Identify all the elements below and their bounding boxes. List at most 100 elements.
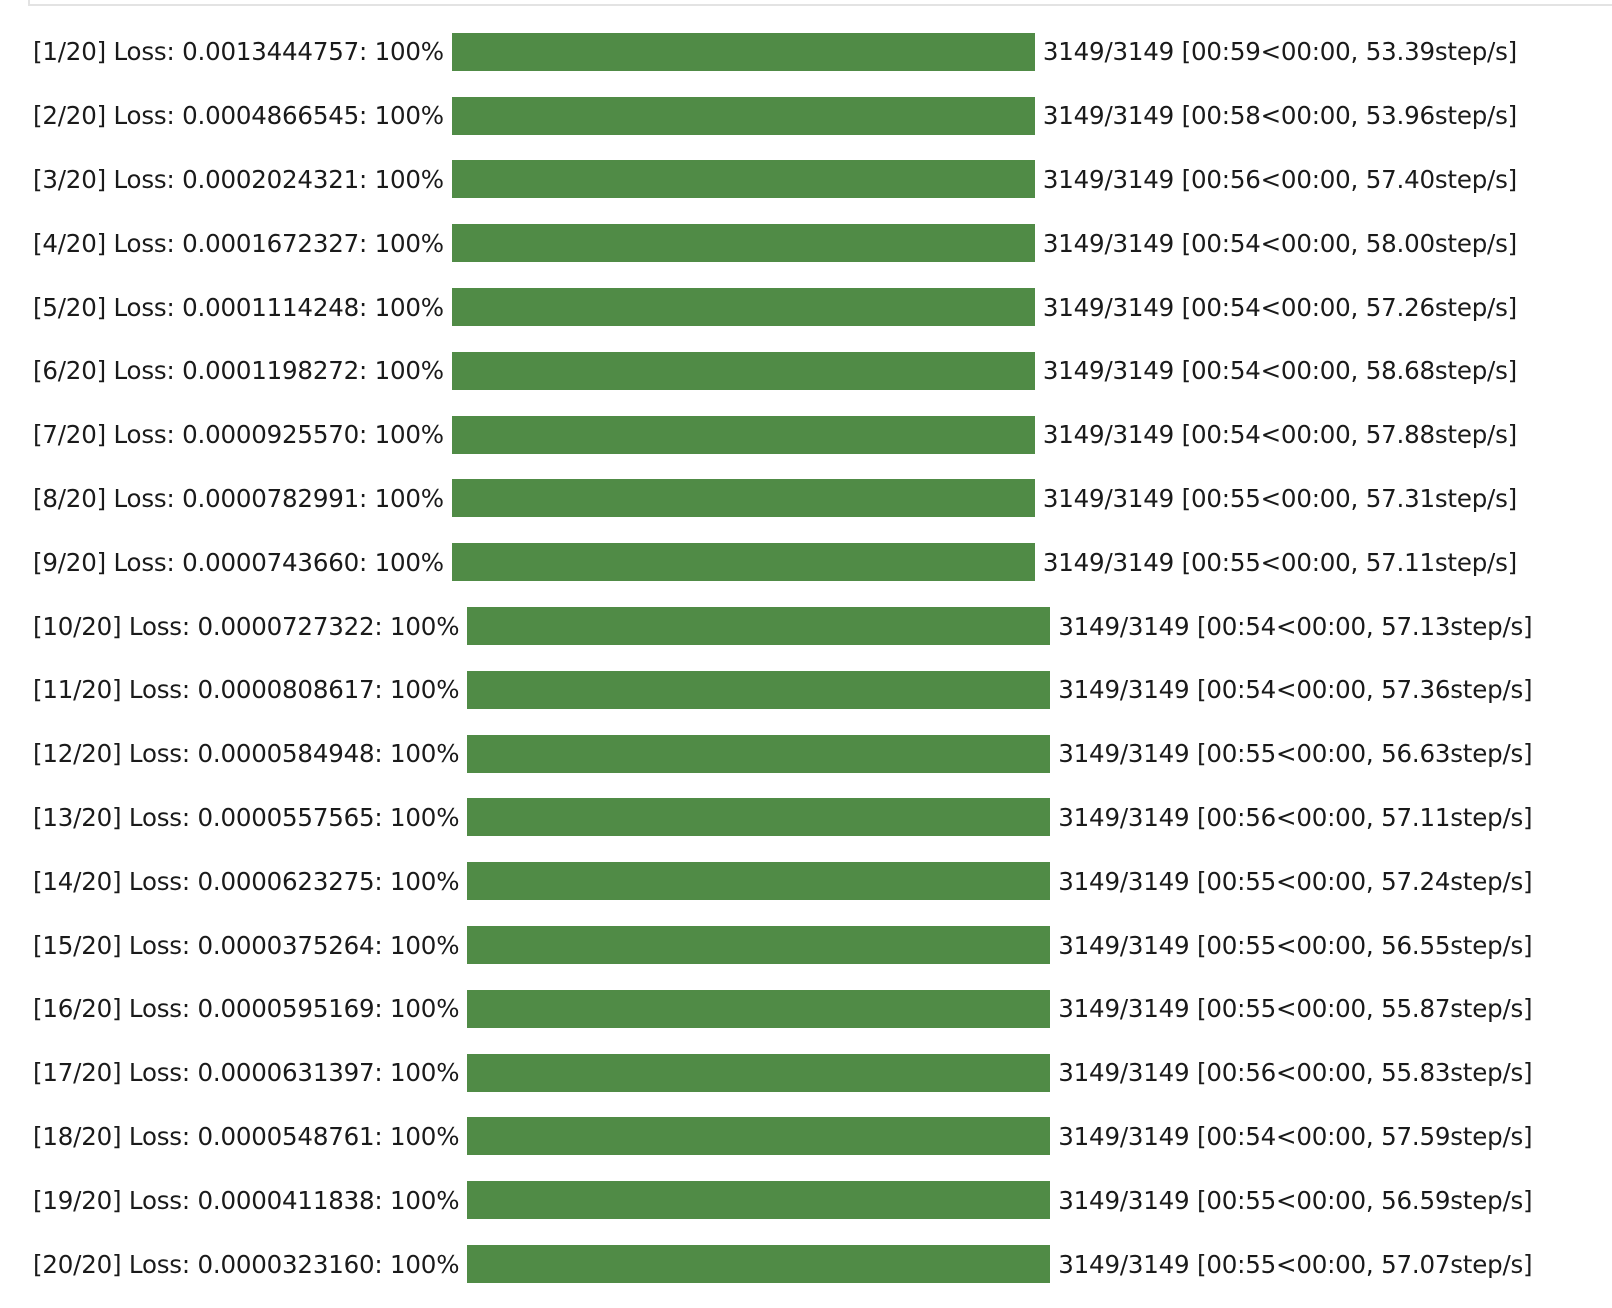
progress-bar bbox=[451, 415, 1035, 454]
progress-bar bbox=[467, 989, 1051, 1028]
progress-description: [3/20] Loss: 0.0002024321: 100% bbox=[33, 164, 444, 194]
loss-label: Loss: bbox=[113, 483, 175, 513]
progress-bar-fill bbox=[451, 479, 1035, 518]
timing-info: [00:54<00:00, 57.13step/s] bbox=[1197, 611, 1533, 641]
timing-info: [00:58<00:00, 53.96step/s] bbox=[1181, 101, 1518, 131]
percent-label: 100% bbox=[374, 420, 444, 450]
output-top-border bbox=[28, 4, 1612, 6]
step-count: 3149/3149 bbox=[1058, 930, 1190, 960]
progress-bar-fill bbox=[467, 989, 1051, 1028]
timing-info: [00:56<00:00, 57.11step/s] bbox=[1197, 802, 1533, 832]
timing-info: [00:54<00:00, 57.59step/s] bbox=[1197, 1121, 1533, 1151]
progress-bar-fill bbox=[467, 1117, 1051, 1156]
step-count: 3149/3149 bbox=[1042, 101, 1175, 131]
loss-label: Loss: bbox=[128, 739, 190, 769]
epoch-label: [3/20] bbox=[33, 164, 106, 194]
progress-stats: 3149/3149 [00:58<00:00, 53.96step/s] bbox=[1035, 101, 1517, 130]
progress-stats: 3149/3149 [00:54<00:00, 57.88step/s] bbox=[1035, 420, 1517, 449]
percent-label: 100% bbox=[390, 1185, 460, 1215]
progress-description: [12/20] Loss: 0.0000584948: 100% bbox=[33, 739, 460, 769]
timing-info: [00:54<00:00, 57.36step/s] bbox=[1197, 675, 1533, 705]
loss-label: Loss: bbox=[128, 866, 190, 896]
step-count: 3149/3149 bbox=[1058, 675, 1190, 705]
epoch-label: [9/20] bbox=[33, 547, 106, 577]
progress-description: [8/20] Loss: 0.0000782991: 100% bbox=[33, 483, 444, 513]
progress-description: [2/20] Loss: 0.0004866545: 100% bbox=[33, 101, 444, 131]
loss-label: Loss: bbox=[128, 1249, 190, 1279]
epoch-label: [16/20] bbox=[33, 994, 122, 1024]
progress-stats: 3149/3149 [00:59<00:00, 53.39step/s] bbox=[1035, 37, 1517, 66]
progress-bar bbox=[467, 862, 1051, 901]
progress-row: [7/20] Loss: 0.0000925570: 100% 3149/3149… bbox=[33, 403, 1593, 467]
timing-info: [00:55<00:00, 57.31step/s] bbox=[1181, 483, 1518, 513]
loss-value: 0.0000557565 bbox=[197, 802, 375, 832]
progress-stats: 3149/3149 [00:55<00:00, 57.11step/s] bbox=[1035, 548, 1517, 577]
epoch-label: [10/20] bbox=[33, 611, 122, 641]
percent-label: 100% bbox=[390, 1249, 460, 1279]
progress-description: [20/20] Loss: 0.0000323160: 100% bbox=[33, 1249, 460, 1279]
progress-stats: 3149/3149 [00:56<00:00, 55.83step/s] bbox=[1050, 1058, 1532, 1087]
progress-bar-fill bbox=[451, 351, 1035, 390]
progress-description: [10/20] Loss: 0.0000727322: 100% bbox=[33, 611, 460, 641]
loss-value: 0.0000595169 bbox=[197, 994, 375, 1024]
step-count: 3149/3149 bbox=[1058, 1121, 1190, 1151]
progress-stats: 3149/3149 [00:54<00:00, 58.68step/s] bbox=[1035, 356, 1517, 385]
progress-row: [14/20] Loss: 0.0000623275: 100% 3149/314… bbox=[33, 849, 1593, 913]
loss-label: Loss: bbox=[128, 611, 190, 641]
loss-label: Loss: bbox=[128, 930, 190, 960]
percent-label: 100% bbox=[390, 930, 460, 960]
progress-row: [17/20] Loss: 0.0000631397: 100% 3149/314… bbox=[33, 1041, 1593, 1105]
progress-description: [1/20] Loss: 0.0013444757: 100% bbox=[33, 37, 444, 67]
progress-bar-fill bbox=[467, 1181, 1051, 1220]
step-count: 3149/3149 bbox=[1042, 420, 1175, 450]
percent-label: 100% bbox=[390, 611, 460, 641]
percent-label: 100% bbox=[374, 228, 444, 258]
percent-label: 100% bbox=[374, 292, 444, 322]
step-count: 3149/3149 bbox=[1042, 356, 1175, 386]
loss-label: Loss: bbox=[113, 420, 175, 450]
progress-description: [6/20] Loss: 0.0001198272: 100% bbox=[33, 356, 444, 386]
percent-label: 100% bbox=[390, 866, 460, 896]
epoch-label: [1/20] bbox=[33, 37, 106, 67]
timing-info: [00:55<00:00, 56.59step/s] bbox=[1197, 1185, 1533, 1215]
loss-value: 0.0000925570 bbox=[182, 420, 359, 450]
step-count: 3149/3149 bbox=[1042, 547, 1175, 577]
progress-row: [6/20] Loss: 0.0001198272: 100% 3149/3149… bbox=[33, 339, 1593, 403]
percent-label: 100% bbox=[374, 164, 444, 194]
epoch-label: [20/20] bbox=[33, 1249, 122, 1279]
progress-bar-fill bbox=[451, 32, 1035, 71]
progress-bar bbox=[451, 288, 1035, 327]
progress-description: [14/20] Loss: 0.0000623275: 100% bbox=[33, 866, 460, 896]
epoch-label: [17/20] bbox=[33, 1058, 122, 1088]
loss-value: 0.0000782991 bbox=[182, 483, 359, 513]
timing-info: [00:55<00:00, 57.07step/s] bbox=[1197, 1249, 1533, 1279]
step-count: 3149/3149 bbox=[1042, 37, 1175, 67]
loss-label: Loss: bbox=[128, 994, 190, 1024]
progress-row: [13/20] Loss: 0.0000557565: 100% 3149/314… bbox=[33, 786, 1593, 850]
progress-row: [8/20] Loss: 0.0000782991: 100% 3149/3149… bbox=[33, 467, 1593, 531]
progress-bar bbox=[467, 607, 1051, 646]
progress-stats: 3149/3149 [00:54<00:00, 58.00step/s] bbox=[1035, 229, 1517, 258]
progress-bar bbox=[467, 1245, 1051, 1284]
step-count: 3149/3149 bbox=[1058, 611, 1190, 641]
progress-row: [15/20] Loss: 0.0000375264: 100% 3149/314… bbox=[33, 913, 1593, 977]
loss-value: 0.0004866545 bbox=[182, 101, 359, 131]
progress-bar-fill bbox=[467, 798, 1051, 837]
progress-stats: 3149/3149 [00:55<00:00, 57.31step/s] bbox=[1035, 484, 1517, 513]
epoch-label: [2/20] bbox=[33, 101, 106, 131]
progress-row: [20/20] Loss: 0.0000323160: 100% 3149/314… bbox=[33, 1232, 1593, 1296]
progress-row: [11/20] Loss: 0.0000808617: 100% 3149/314… bbox=[33, 658, 1593, 722]
timing-info: [00:55<00:00, 56.63step/s] bbox=[1197, 739, 1533, 769]
loss-value: 0.0000584948 bbox=[197, 739, 375, 769]
progress-bar bbox=[451, 543, 1035, 582]
progress-bar bbox=[451, 96, 1035, 135]
percent-label: 100% bbox=[390, 739, 460, 769]
progress-stats: 3149/3149 [00:55<00:00, 56.59step/s] bbox=[1050, 1186, 1532, 1215]
loss-value: 0.0000743660 bbox=[182, 547, 359, 577]
progress-description: [18/20] Loss: 0.0000548761: 100% bbox=[33, 1121, 460, 1151]
progress-row: [2/20] Loss: 0.0004866545: 100% 3149/3149… bbox=[33, 84, 1593, 148]
epoch-label: [18/20] bbox=[33, 1121, 122, 1151]
step-count: 3149/3149 bbox=[1042, 292, 1175, 322]
progress-description: [17/20] Loss: 0.0000631397: 100% bbox=[33, 1058, 460, 1088]
progress-bar-fill bbox=[451, 543, 1035, 582]
